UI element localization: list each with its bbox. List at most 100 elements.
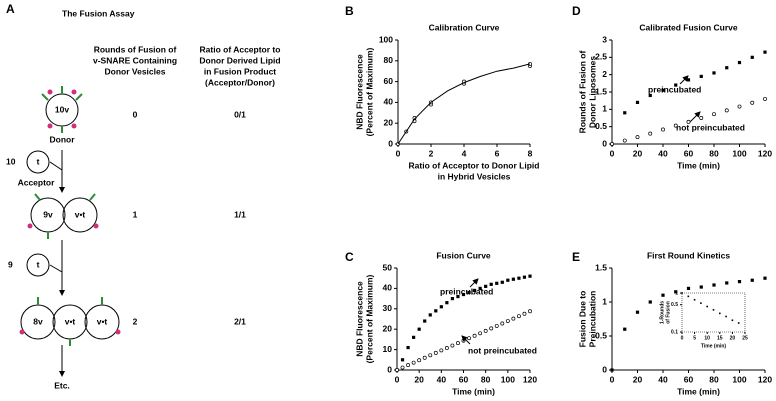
chart-title: Calibration Curve	[429, 22, 500, 32]
column-header: Donor Derived Lipid	[199, 55, 280, 65]
y-tick-label: 1.5	[595, 262, 607, 272]
data-point	[661, 293, 665, 297]
data-point	[456, 341, 460, 346]
panel-a: A The Fusion Assay 10v Donor 10 t Accept…	[6, 2, 135, 390]
x-tick-label: 15	[717, 335, 723, 341]
x-tick-label: 4	[462, 148, 467, 158]
row-value: 0	[133, 109, 138, 119]
y-tick-label: 3	[602, 34, 607, 44]
data-point	[661, 127, 665, 132]
data-point	[623, 111, 627, 115]
data-point	[484, 284, 488, 288]
data-point	[528, 309, 532, 314]
x-tick-label: 120	[523, 374, 537, 384]
vesicle-label: v•t	[65, 316, 76, 326]
vesicle-label: v•t	[75, 209, 86, 219]
data-point	[522, 275, 527, 279]
data-point	[423, 319, 427, 323]
data-point	[699, 74, 703, 78]
y-axis-label: NBD Fluorescence	[354, 281, 364, 357]
x-tick-label: 20	[633, 374, 643, 384]
x-tick-label: 40	[437, 374, 447, 384]
data-point	[699, 285, 703, 289]
row-value: 1/1	[234, 209, 246, 219]
data-point	[444, 346, 449, 350]
y-tick-label: 30	[383, 303, 393, 313]
vesicle-label: 9v	[43, 209, 53, 219]
x-tick-label: 120	[758, 148, 772, 158]
annotation-arrow	[689, 111, 701, 123]
data-point	[428, 353, 433, 358]
data-point	[511, 277, 515, 281]
data-point	[635, 100, 640, 104]
data-point	[724, 108, 729, 113]
data-point	[433, 350, 438, 355]
x-tick-label: 80	[709, 148, 719, 158]
data-point	[450, 297, 455, 301]
y-tick-label: 1	[675, 290, 678, 296]
y-tick-label: 0.5	[595, 121, 607, 131]
data-point	[706, 305, 708, 308]
y-tick-label: 40	[384, 97, 394, 107]
data-point	[489, 282, 493, 286]
data-point	[494, 323, 499, 328]
x-tick-label: 0	[395, 374, 400, 384]
data-point	[737, 280, 742, 284]
data-point	[725, 315, 727, 318]
y-tick-label: 80	[384, 55, 394, 65]
data-point	[500, 280, 504, 284]
y-tick-label: 10	[383, 344, 393, 354]
panel-letter: A	[6, 2, 15, 16]
data-point	[661, 88, 665, 92]
data-point	[522, 311, 527, 316]
y-tick-label: 0.5	[671, 302, 678, 308]
data-point	[763, 50, 767, 54]
data-point	[712, 112, 716, 117]
data-point	[712, 283, 716, 287]
data-point	[699, 116, 704, 120]
x-tick-label: 6	[495, 148, 500, 158]
row-value: 1	[133, 209, 138, 219]
column-header: Donor Vesicles	[105, 66, 166, 76]
x-tick-label: 100	[732, 374, 746, 384]
x-tick-label: 60	[684, 148, 694, 158]
annotation-arrow	[469, 278, 479, 288]
y-axis-label: Donor Liposomes	[587, 56, 597, 129]
x-tick-label: 60	[459, 374, 469, 384]
data-point	[467, 290, 471, 295]
x-tick-label: 0	[610, 374, 615, 384]
data-point	[686, 78, 691, 82]
column-header: Ratio of Acceptor to	[200, 44, 281, 54]
column-header: in Fusion Product	[204, 66, 276, 76]
data-point	[500, 321, 505, 326]
data-point	[412, 335, 416, 339]
x-tick-label: 0	[681, 335, 684, 341]
x-axis-label: Time (min)	[701, 343, 727, 349]
data-point	[489, 326, 494, 331]
y-tick-label: 1	[602, 104, 607, 114]
data-point	[673, 123, 678, 128]
data-point	[635, 135, 640, 140]
data-point	[506, 278, 510, 282]
data-point	[406, 345, 410, 350]
y-tick-label: 0	[388, 138, 393, 148]
data-point	[648, 93, 652, 98]
data-point	[648, 300, 652, 304]
row-value: 2	[133, 316, 138, 326]
data-point	[483, 328, 488, 333]
data-point	[674, 83, 678, 87]
y-tick-label: 100	[379, 34, 393, 44]
vesicle-label: t	[37, 259, 40, 269]
data-point	[445, 301, 449, 305]
x-tick-label: 80	[709, 374, 719, 384]
data-point	[648, 131, 653, 136]
annotation: not preincubated	[676, 122, 745, 132]
data-point	[750, 55, 754, 59]
panel-letter: C	[345, 250, 354, 264]
x-tick-label: 80	[481, 374, 491, 384]
data-point	[674, 290, 678, 294]
data-point	[450, 343, 455, 348]
data-point	[472, 333, 477, 338]
data-point	[505, 319, 510, 323]
